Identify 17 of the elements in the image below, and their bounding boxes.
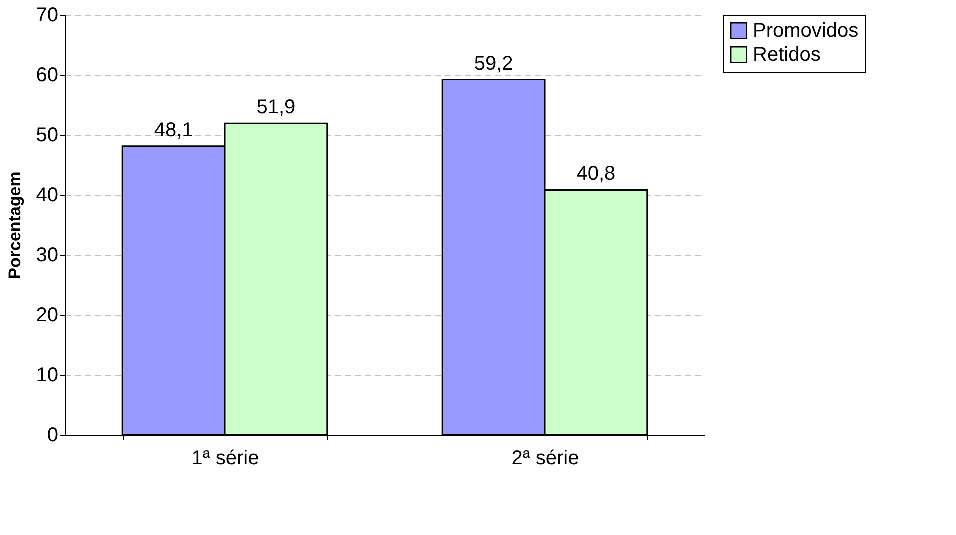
y-tick-label: 30 [36, 244, 58, 266]
y-tick-label: 10 [36, 364, 58, 386]
legend-label: Retidos [753, 44, 821, 66]
data-label: 48,1 [154, 119, 194, 142]
y-tick-label: 20 [36, 304, 58, 326]
y-tick-label: 60 [36, 64, 58, 86]
y-tick-label: 50 [36, 124, 58, 146]
data-label: 59,2 [474, 52, 514, 75]
y-axis-title: Porcentagem [5, 172, 24, 280]
data-label: 51,9 [256, 96, 296, 119]
y-tick-label: 40 [36, 184, 58, 206]
y-tick-label: 0 [47, 424, 58, 446]
data-label: 40,8 [576, 163, 616, 186]
x-tick-label: 1ª série [192, 448, 260, 470]
y-tick-label: 70 [36, 4, 58, 26]
x-tick-label: 2ª série [512, 448, 580, 470]
legend-label: Promovidos [753, 20, 859, 42]
